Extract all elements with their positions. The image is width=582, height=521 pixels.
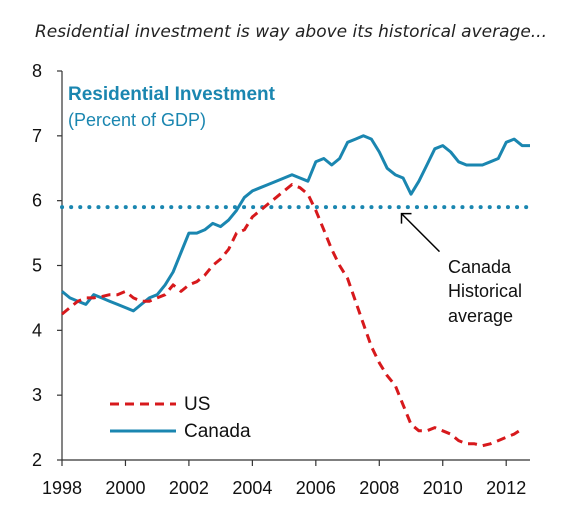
x-tick-label: 2012 <box>486 478 526 498</box>
x-tick-label: 2004 <box>232 478 272 498</box>
x-tick-label: 1998 <box>42 478 82 498</box>
legend-label-canada: Canada <box>184 421 251 442</box>
x-tick-label: 2002 <box>169 478 209 498</box>
annotation-line-1: Canada <box>448 257 512 277</box>
y-tick-label: 3 <box>32 385 42 405</box>
chart-title: Residential investment is way above its … <box>35 22 547 42</box>
y-tick-label: 7 <box>32 126 42 146</box>
y-tick-label: 4 <box>32 320 42 340</box>
chart-inner-subtitle: (Percent of GDP) <box>68 110 206 130</box>
y-tick-label: 6 <box>32 191 42 211</box>
annotation-line-2: Historical <box>448 281 522 301</box>
series-layer <box>60 134 532 448</box>
plot-area: 2 3 4 5 6 7 8 1998 2000 2002 2004 2006 2008 2010 2012 <box>32 61 532 498</box>
x-tick-label: 2000 <box>105 478 145 498</box>
annotation-arrow <box>400 213 441 253</box>
series-line-canada <box>61 134 530 313</box>
annotation: Canada Historical average <box>400 212 522 326</box>
legend: US Canada <box>110 394 251 442</box>
x-tick-label: 2006 <box>296 478 336 498</box>
annotation-line-3: average <box>448 306 513 326</box>
x-tick-label: 2008 <box>359 478 399 498</box>
y-tick-label: 8 <box>32 61 42 81</box>
series-line-us <box>61 183 523 448</box>
annotation-arrow-head <box>400 212 412 224</box>
chart-inner-title: Residential Investment <box>68 84 276 105</box>
y-tick-label: 5 <box>32 256 42 276</box>
x-axis: 1998 2000 2002 2004 2006 2008 2010 2012 <box>42 460 526 498</box>
x-tick-label: 2010 <box>423 478 463 498</box>
y-axis: 2 3 4 5 6 7 8 <box>32 61 62 470</box>
legend-label-us: US <box>184 394 210 415</box>
y-tick-label: 2 <box>32 450 42 470</box>
